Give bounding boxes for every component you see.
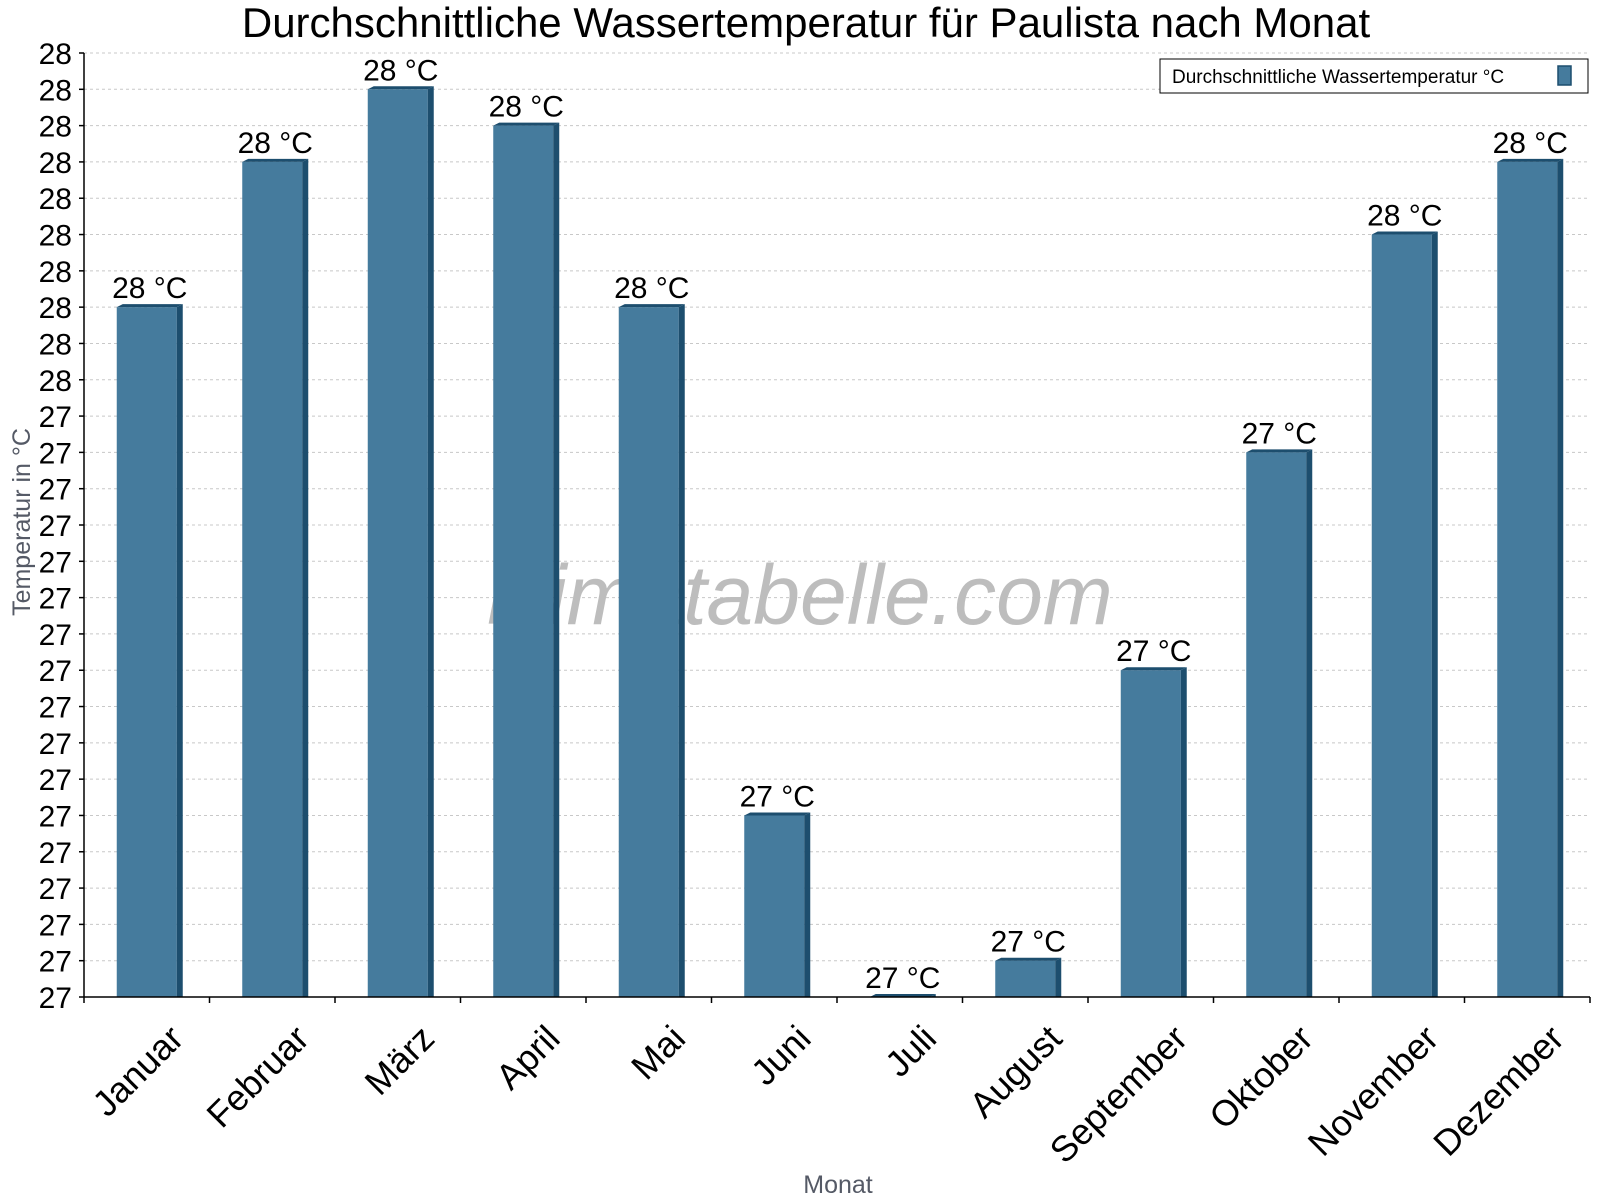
y-tick-label: 27 [39,401,72,434]
bar-top [1497,158,1564,162]
bar-side [302,158,309,997]
y-tick-label: 28 [39,220,72,253]
x-axis-title: Monat [803,1171,873,1199]
x-tick-label: März [357,1017,443,1103]
bar-top [744,812,811,816]
x-tick-label: Februar [198,1017,316,1135]
y-tick-label: 27 [39,800,72,833]
bar-side [427,86,434,998]
bar-value-label: 27 °C [991,926,1066,959]
y-tick-label: 27 [39,546,72,579]
y-tick-label: 28 [39,147,72,180]
bar-side [1557,158,1564,997]
bar [1497,161,1558,997]
bar-value-label: 28 °C [1493,127,1568,160]
bar [618,307,679,998]
y-tick-label: 27 [39,619,72,652]
y-axis-title: Temperatur in °C [8,428,36,616]
x-tick-label: April [488,1017,568,1097]
x-tick-label: Juli [877,1017,944,1084]
y-tick-label: 28 [39,365,72,398]
y-tick-label: 27 [39,728,72,761]
y-tick-label: 28 [39,292,72,325]
bar-side [1431,231,1438,998]
bar-top [618,304,685,308]
x-tick-label: Mai [623,1017,693,1087]
y-tick-label: 27 [39,982,72,1015]
y-tick-label: 27 [39,946,72,979]
x-tick-label: Oktober [1201,1017,1321,1137]
y-tick-label: 27 [39,764,72,797]
y-tick-label: 27 [39,837,72,870]
bar-side [553,122,560,998]
bar-side [804,812,811,997]
bar-side [678,304,685,998]
legend-box [1159,58,1589,94]
y-tick-label: 28 [39,256,72,289]
legend-label: Durchschnittliche Wassertemperatur °C [1172,67,1504,88]
y-tick-label: 27 [39,474,72,507]
bar [242,161,303,997]
y-tick-label: 28 [39,111,72,144]
x-tick-label: September [1042,1017,1196,1171]
bar-value-label: 28 °C [363,54,438,87]
bar-top [1120,667,1187,671]
y-tick-label: 27 [39,692,72,725]
bar-top [1371,231,1438,235]
bar-value-label: 27 °C [1242,417,1317,450]
y-tick-label: 27 [39,583,72,616]
bar [493,125,554,998]
chart-title: Durchschnittliche Wassertemperatur für P… [242,0,1371,46]
bar [995,960,1056,997]
bar [744,815,805,997]
bar [1246,452,1307,997]
bar-value-label: 27 °C [740,780,815,813]
x-ticks: Januar Februar März April Mai Juni Juli AugustS… [83,997,1591,1171]
y-tick-label: 27 [39,655,72,688]
bar-side [176,304,183,998]
bar-side [1055,957,1062,997]
x-tick-label: August [961,1017,1069,1125]
bar-value-label: 27 °C [865,962,940,995]
bar-side [1306,449,1313,997]
bar-top [242,158,309,162]
bar-value-label: 27 °C [1116,635,1191,668]
y-tick-label: 27 [39,510,72,543]
gridlines [84,52,1590,962]
bar-top [1246,449,1313,453]
y-tick-label: 27 [39,437,72,470]
y-ticks: 2727272727272727272727272727272727282828… [39,38,84,1015]
y-tick-label: 28 [39,328,72,361]
y-tick-label: 28 [39,183,72,216]
bar-value-label: 28 °C [112,272,187,305]
bar-value-label: 28 °C [238,127,313,160]
y-tick-label: 27 [39,873,72,906]
bar-top [995,957,1062,961]
y-tick-label: 27 [39,909,72,942]
bar [1120,670,1181,997]
bars: 28 °C 28 °C 28 °C 28 °C 28 °C 27 °C 27 °C 27 °C… [112,54,1568,998]
bar [1371,234,1432,998]
bar-value-label: 28 °C [614,272,689,305]
legend-swatch [1557,65,1572,86]
y-tick-label: 28 [39,38,72,71]
bar-top [493,122,560,126]
bar-top [116,304,183,308]
x-tick-label: Dezember [1425,1017,1571,1163]
bar [116,307,177,998]
x-tick-label: Juni [743,1017,819,1093]
watermark: klimatabelle.com [487,548,1113,642]
y-tick-label: 28 [39,74,72,107]
bar-side [1180,667,1187,997]
x-tick-label: November [1300,1017,1446,1163]
bar-value-label: 28 °C [489,91,564,124]
bar-value-label: 28 °C [1367,200,1442,233]
bar-top [367,86,434,90]
x-tick-label: Januar [84,1017,191,1124]
bar [367,89,428,998]
legend: Durchschnittliche Wassertemperatur °C [1159,58,1589,94]
